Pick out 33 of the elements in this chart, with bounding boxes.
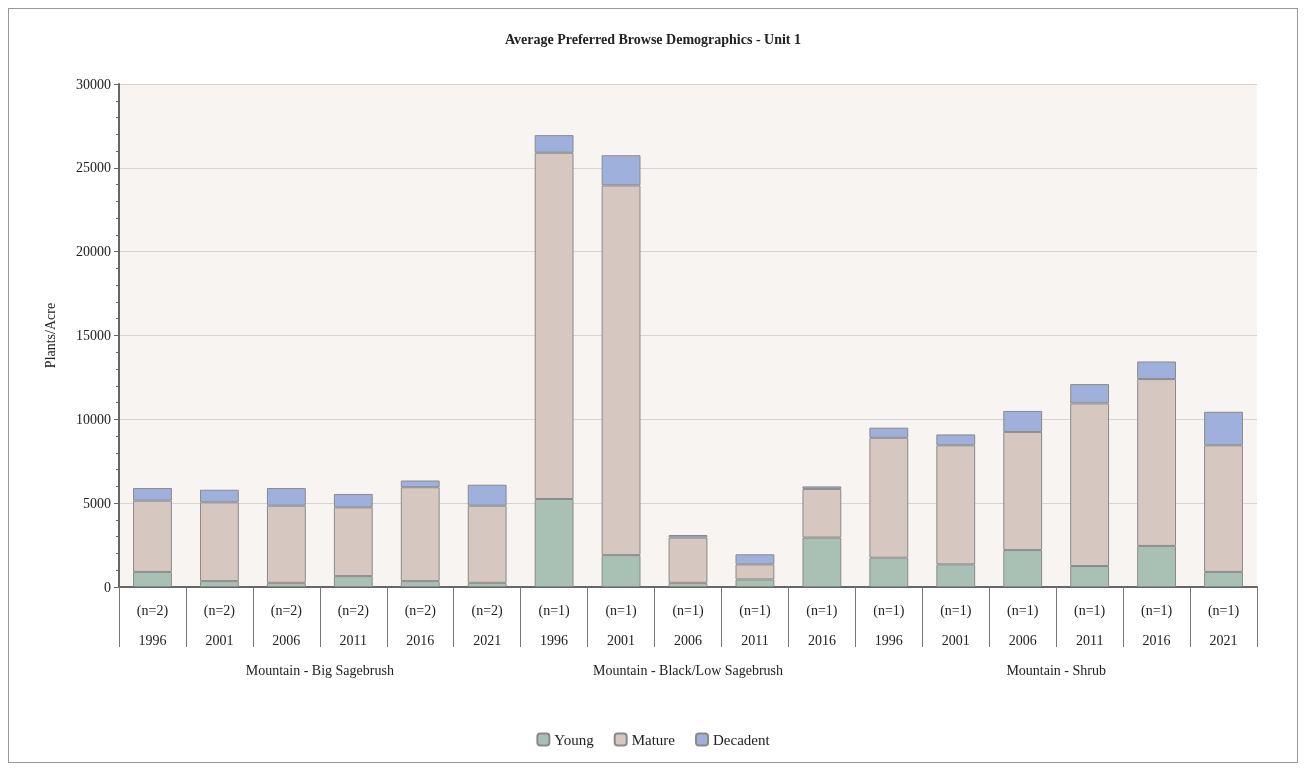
x-tick-label: (n=1) 2006 [1007, 602, 1039, 648]
x-tick-label: (n=1) 2006 [672, 602, 704, 648]
x-tick-label: (n=2) 2011 [337, 602, 370, 648]
x-tick-label: (n=1) 2011 [739, 602, 771, 648]
y-tick-label: 5000 [83, 495, 111, 511]
y-tick-label: 10000 [76, 411, 111, 427]
y-axis-title: Plants/Acre [42, 302, 58, 369]
x-tick-label: (n=2) 2016 [404, 602, 437, 648]
y-tick-label: 30000 [76, 76, 111, 92]
text: Mountain - Shrub [1006, 662, 1106, 678]
x-tick-label: (n=1) 2016 [1140, 602, 1173, 648]
x-tick-label: (n=2) 2021 [471, 602, 504, 648]
legend-label: Decadent [713, 731, 771, 748]
y-tick-label: 0 [104, 579, 111, 595]
x-tick-label: (n=1) 2016 [806, 602, 838, 648]
x-tick-label: (n=1) 1996 [873, 602, 905, 648]
x-tick-label: (n=1) 1996 [538, 602, 571, 648]
y-tick-label: 15000 [76, 328, 111, 343]
x-tick-label: (n=1) 2011 [1074, 602, 1106, 648]
x-tick-label: (n=1) 2021 [1207, 602, 1240, 648]
x-tick-label: (n=2) 2006 [270, 602, 303, 648]
bar [668, 537, 708, 583]
x-tick-label: (n=1) 2001 [940, 602, 972, 648]
chart-title: Average Preferred Browse Demographics - Unit 1 [505, 31, 801, 47]
x-tick-label: (n=2) 1996 [136, 602, 169, 648]
x-tick-label: (n=1) 2001 [605, 602, 637, 648]
text: Mountain - Black/Low Sagebrush [592, 662, 784, 678]
y-tick-label: 25000 [76, 160, 111, 176]
text: Mountain - Big Sagebrush [245, 662, 394, 678]
legend-label: Young [554, 731, 595, 748]
legend-label: Mature [631, 731, 676, 748]
x-tick-label: (n=2) 2001 [203, 602, 236, 648]
y-tick-label: 20000 [76, 244, 111, 260]
